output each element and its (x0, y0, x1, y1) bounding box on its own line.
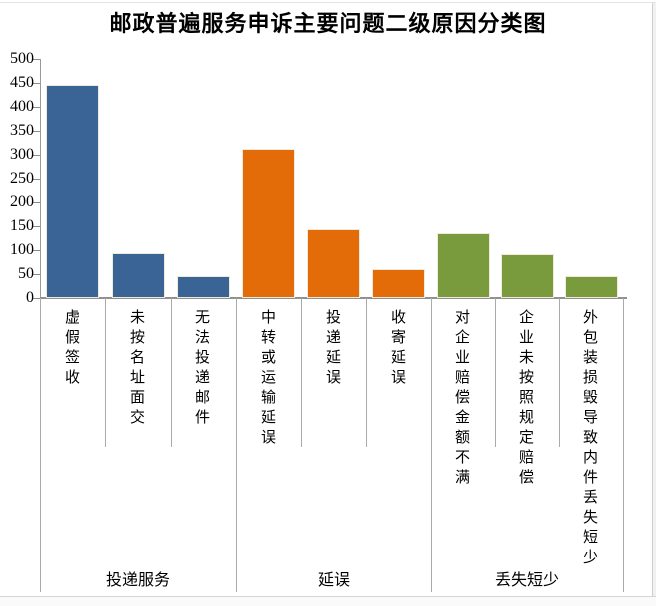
bar (46, 85, 99, 298)
bar (565, 276, 618, 298)
y-tick-label: 0 (26, 289, 34, 306)
group-label: 投递服务 (105, 572, 170, 589)
y-tick-label: 100 (10, 241, 34, 259)
bar (112, 253, 165, 298)
category-divider (559, 298, 560, 447)
group-label: 丢失短少 (494, 572, 559, 589)
bar (372, 269, 425, 298)
y-axis-tick (33, 226, 40, 228)
y-axis-tick (33, 130, 40, 132)
category-label: 虚假签收 (63, 309, 79, 389)
window-top-edge (0, 2, 656, 3)
category-divider (495, 298, 496, 447)
y-tick-label: 50 (18, 265, 34, 283)
group-divider (40, 298, 41, 592)
category-label: 无法投递邮件 (193, 309, 209, 429)
category-label: 收寄延误 (389, 309, 405, 389)
y-axis-tick (33, 178, 40, 180)
y-axis-tick (33, 250, 40, 252)
window-bottom-band (0, 597, 656, 606)
group-label: 延误 (317, 572, 350, 589)
category-label: 企业未按照规定赔偿 (517, 309, 533, 489)
bar (307, 229, 360, 298)
window-right-edge (652, 3, 653, 606)
y-tick-label: 250 (10, 169, 34, 187)
bar (177, 276, 230, 298)
group-divider (623, 298, 624, 592)
bar (437, 233, 490, 298)
y-axis-tick (33, 274, 40, 276)
group-divider (431, 298, 432, 592)
y-tick-label: 300 (10, 145, 34, 163)
category-divider (105, 298, 106, 447)
category-divider (366, 298, 367, 447)
y-tick-label: 400 (10, 97, 34, 115)
window-bottom-edge (0, 596, 656, 597)
category-label: 未按名址面交 (128, 309, 144, 429)
bar (501, 254, 554, 298)
y-axis-tick (33, 202, 40, 204)
bar (242, 149, 295, 298)
y-axis-tick (33, 106, 40, 108)
category-label: 外包装损毁导致内件丢失短少 (581, 309, 597, 569)
category-label: 投递延误 (324, 309, 340, 389)
x-axis-line (40, 297, 627, 299)
y-tick-label: 150 (10, 217, 34, 235)
category-divider (171, 298, 172, 447)
y-tick-label: 200 (10, 193, 34, 211)
y-axis-tick (33, 298, 40, 299)
category-label: 对企业赔偿金额不满 (453, 309, 469, 489)
group-divider (236, 298, 237, 592)
y-axis-line (40, 59, 41, 298)
y-tick-label: 500 (10, 50, 34, 67)
category-label: 中转或运输延误 (259, 309, 275, 449)
y-tick-label: 450 (10, 73, 34, 91)
y-tick-label: 350 (10, 121, 34, 139)
y-axis-tick (33, 82, 40, 84)
chart-title: 邮政普遍服务申诉主要问题二级原因分类图 (109, 11, 547, 36)
y-axis-tick (33, 59, 40, 60)
category-divider (301, 298, 302, 447)
y-axis-tick (33, 154, 40, 156)
window-right-band (653, 3, 656, 606)
